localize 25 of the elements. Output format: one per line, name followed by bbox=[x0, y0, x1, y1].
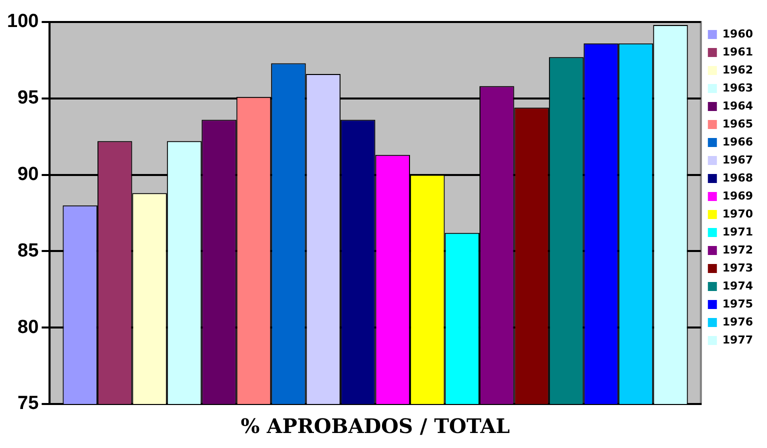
y-tick-label: 90 bbox=[18, 164, 39, 186]
legend-label: 1969 bbox=[722, 189, 754, 202]
x-axis-title: % APROBADOS / TOTAL bbox=[240, 414, 510, 438]
legend-label: 1973 bbox=[722, 261, 754, 274]
legend-label: 1965 bbox=[722, 117, 754, 130]
y-tick-label: 85 bbox=[18, 240, 40, 262]
legend-label: 1966 bbox=[722, 135, 754, 148]
legend-label: 1974 bbox=[722, 279, 754, 292]
y-tick-label: 95 bbox=[18, 88, 40, 109]
legend-label: 1976 bbox=[722, 315, 754, 328]
legend-label: 1972 bbox=[722, 243, 754, 256]
y-tick-label: 75 bbox=[18, 393, 40, 414]
y-tick-label: 80 bbox=[18, 316, 39, 338]
legend-label: 1970 bbox=[722, 207, 754, 220]
legend-label: 1971 bbox=[722, 225, 754, 238]
legend-label: 1977 bbox=[722, 333, 754, 346]
legend-label: 1968 bbox=[722, 171, 754, 184]
legend-label: 1960 bbox=[722, 27, 754, 40]
legend-label: 1961 bbox=[722, 45, 754, 58]
legend-label: 1963 bbox=[722, 81, 754, 94]
legend-label: 1967 bbox=[722, 153, 754, 166]
legend-label: 1962 bbox=[722, 63, 754, 76]
legend-label: 1975 bbox=[722, 297, 754, 310]
y-tick-label: 100 bbox=[7, 11, 39, 32]
legend-label: 1964 bbox=[722, 99, 754, 112]
